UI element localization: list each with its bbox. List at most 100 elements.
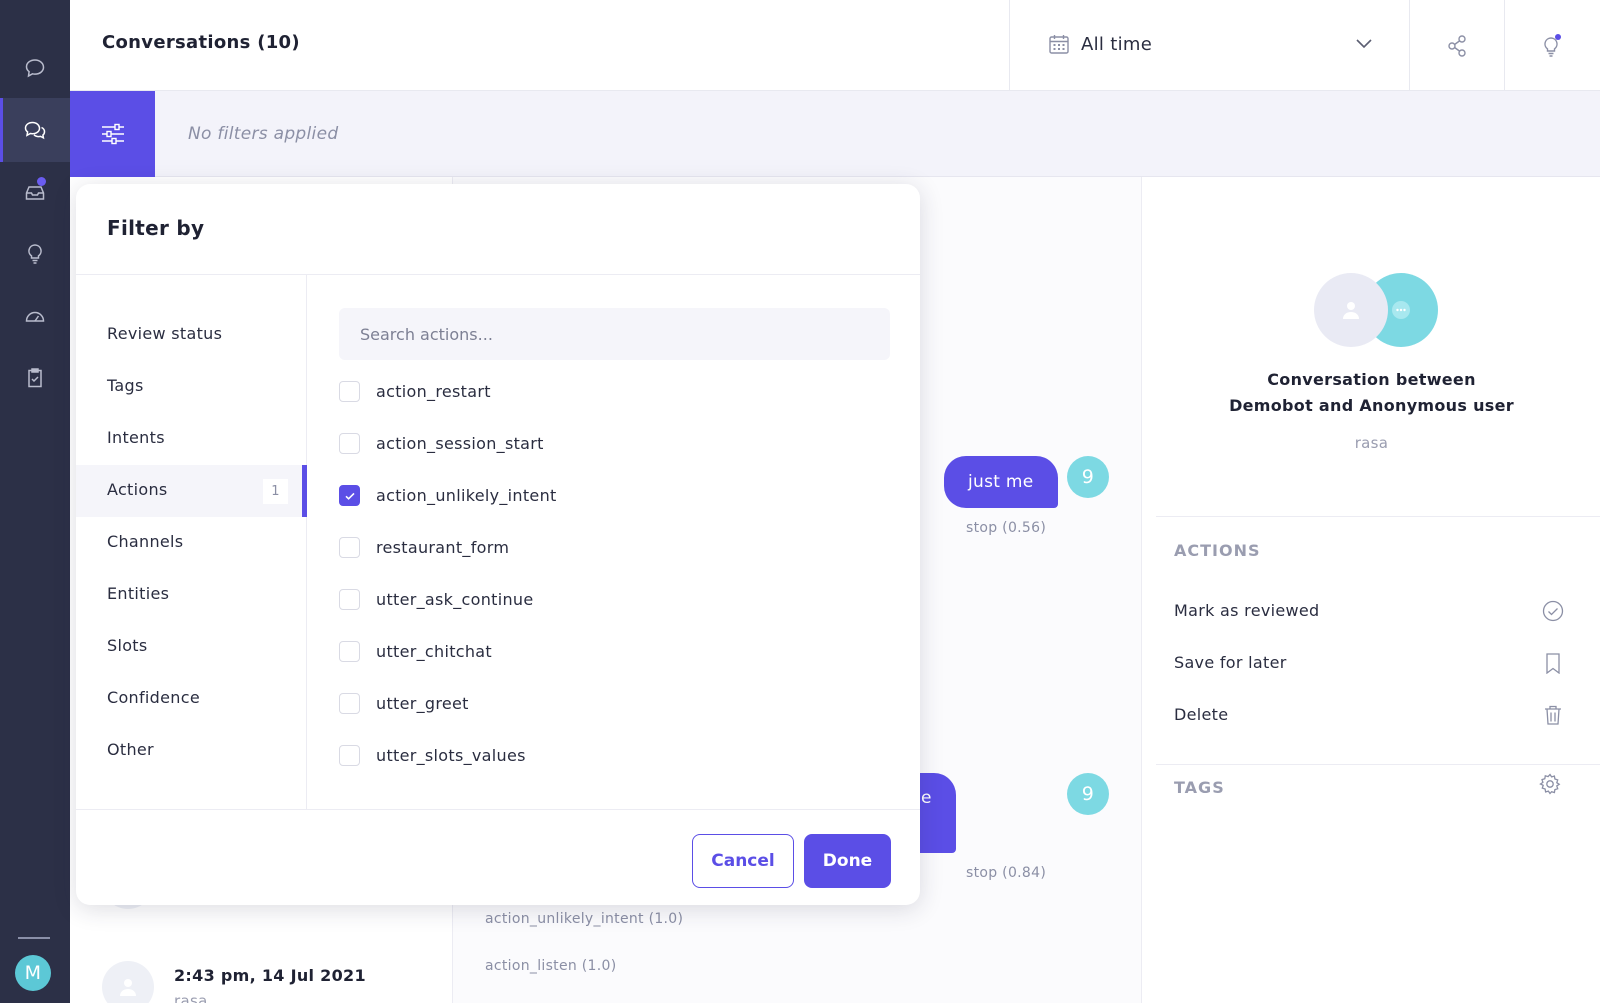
- filter-status: No filters applied: [188, 124, 339, 144]
- mark-reviewed-action[interactable]: Mark as reviewed: [1174, 597, 1564, 627]
- option-label: action_unlikely_intent: [376, 486, 557, 505]
- nav-tests[interactable]: [0, 346, 70, 410]
- option-action-restart[interactable]: action_restart: [339, 376, 899, 412]
- user-avatar: [1314, 273, 1388, 347]
- share-icon: [1448, 34, 1466, 57]
- chevron-down-icon: [1356, 39, 1372, 49]
- notification-dot: [37, 177, 46, 186]
- category-tags[interactable]: Tags: [76, 361, 307, 413]
- category-confidence[interactable]: Confidence: [76, 673, 307, 725]
- action-options-list[interactable]: action_restart action_session_start acti…: [339, 376, 899, 775]
- checkbox[interactable]: [339, 485, 360, 506]
- tags-heading: TAGS: [1174, 778, 1225, 797]
- save-for-later-action[interactable]: Save for later: [1174, 649, 1564, 679]
- nav-dashboard[interactable]: [0, 284, 70, 348]
- divider: [76, 809, 920, 810]
- option-action-session-start[interactable]: action_session_start: [339, 428, 899, 464]
- divider: [1156, 516, 1600, 517]
- category-actions[interactable]: Actions 1: [76, 465, 307, 517]
- filter-categories: Review status Tags Intents Actions 1 Cha…: [76, 275, 307, 809]
- date-range-label: All time: [1081, 34, 1153, 55]
- category-intents[interactable]: Intents: [76, 413, 307, 465]
- category-channels[interactable]: Channels: [76, 517, 307, 569]
- nav-chat[interactable]: [0, 36, 70, 100]
- checkmark-icon: [344, 492, 355, 500]
- checkbox[interactable]: [339, 745, 360, 766]
- checkbox[interactable]: [339, 693, 360, 714]
- actions-heading: ACTIONS: [1174, 541, 1261, 560]
- avatar: [102, 961, 154, 1003]
- top-header: Conversations (10) All time: [70, 0, 1600, 91]
- date-range-select[interactable]: All time: [1009, 0, 1409, 91]
- nav-conversations[interactable]: [0, 98, 70, 162]
- nav-inbox[interactable]: [0, 160, 70, 224]
- option-label: utter_slots_values: [376, 746, 526, 765]
- option-action-unlikely-intent[interactable]: action_unlikely_intent: [339, 480, 899, 516]
- nav-rail: M: [0, 0, 70, 1003]
- intent-caption: stop (0.56): [966, 520, 1047, 536]
- delete-action[interactable]: Delete: [1174, 701, 1564, 731]
- action-label: Delete: [1174, 705, 1229, 724]
- checkbox[interactable]: [339, 381, 360, 402]
- bookmark-icon: [1546, 653, 1560, 674]
- category-label: Channels: [107, 532, 184, 551]
- bot-action: action_listen (1.0): [485, 958, 617, 974]
- category-other[interactable]: Other: [76, 725, 307, 777]
- gear-icon[interactable]: [1539, 773, 1561, 795]
- user-avatar[interactable]: M: [15, 955, 51, 991]
- category-label: Tags: [107, 376, 144, 395]
- page-title: Conversations (10): [102, 32, 300, 53]
- lightbulb-icon: [28, 244, 42, 264]
- category-review-status[interactable]: Review status: [76, 309, 307, 361]
- category-label: Confidence: [107, 688, 200, 707]
- conversation-title: Conversation between Demobot and Anonymo…: [1142, 367, 1600, 419]
- check-circle-icon: [1542, 600, 1564, 622]
- checkbox[interactable]: [339, 589, 360, 610]
- selected-count-badge: 1: [263, 479, 288, 504]
- action-label: Mark as reviewed: [1174, 601, 1320, 620]
- filter-toggle-button[interactable]: [70, 91, 155, 177]
- list-item-time[interactable]: 2:43 pm, 14 Jul 2021: [174, 966, 366, 985]
- turn-badge: 9: [1067, 773, 1109, 815]
- clipboard-check-icon: [28, 368, 42, 388]
- divider: [76, 274, 920, 275]
- user-icon: [120, 979, 136, 996]
- checkbox[interactable]: [339, 433, 360, 454]
- checkbox[interactable]: [339, 641, 360, 662]
- option-utter-chitchat[interactable]: utter_chitchat: [339, 636, 899, 672]
- share-button[interactable]: [1409, 0, 1504, 91]
- tips-button[interactable]: [1504, 0, 1599, 91]
- rail-divider: [18, 937, 50, 939]
- dashboard-icon: [25, 311, 45, 322]
- option-utter-greet[interactable]: utter_greet: [339, 688, 899, 724]
- category-entities[interactable]: Entities: [76, 569, 307, 621]
- chat-icon: [25, 59, 45, 78]
- filter-bar: No filters applied: [70, 91, 1600, 177]
- bot-action: action_unlikely_intent (1.0): [485, 911, 684, 927]
- intent-caption: stop (0.84): [966, 865, 1047, 881]
- conversation-source: rasa: [1354, 434, 1389, 452]
- list-item-source: rasa: [174, 992, 208, 1003]
- option-utter-ask-continue[interactable]: utter_ask_continue: [339, 584, 899, 620]
- action-label: Save for later: [1174, 653, 1287, 672]
- checkbox[interactable]: [339, 537, 360, 558]
- category-label: Actions: [107, 480, 168, 499]
- option-restaurant-form[interactable]: restaurant_form: [339, 532, 899, 568]
- nav-insights[interactable]: [0, 222, 70, 286]
- category-label: Review status: [107, 324, 223, 343]
- done-button[interactable]: Done: [804, 834, 891, 888]
- filter-modal: Filter by Review status Tags Intents Act…: [76, 184, 920, 905]
- lightbulb-icon: [1544, 33, 1561, 57]
- conversation-title-line: Demobot and Anonymous user: [1229, 396, 1514, 415]
- inbox-icon: [25, 186, 45, 200]
- cancel-button[interactable]: Cancel: [692, 834, 794, 888]
- option-utter-slots-values[interactable]: utter_slots_values: [339, 740, 899, 775]
- option-label: utter_greet: [376, 694, 469, 713]
- search-actions-input[interactable]: [339, 308, 890, 360]
- conversation-title-line: Conversation between: [1267, 370, 1476, 389]
- category-slots[interactable]: Slots: [76, 621, 307, 673]
- bot-icon: [1392, 301, 1410, 319]
- trash-icon: [1545, 705, 1561, 725]
- conversation-info-panel: Conversation between Demobot and Anonymo…: [1141, 177, 1600, 1003]
- user-message-bubble: just me: [944, 456, 1058, 508]
